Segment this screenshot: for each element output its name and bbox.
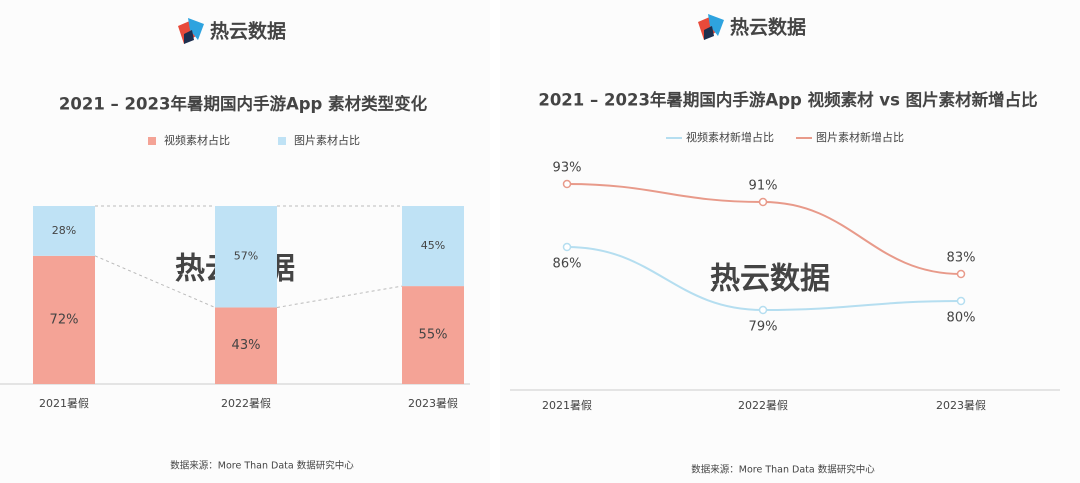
legend-swatch xyxy=(278,137,286,145)
point xyxy=(956,296,966,306)
bar-segment xyxy=(33,255,95,384)
point xyxy=(562,179,572,189)
legend-swatch xyxy=(148,137,156,145)
logo-blue xyxy=(188,18,204,40)
value-label: 45% xyxy=(421,239,445,252)
point xyxy=(956,269,966,279)
point xyxy=(562,242,572,252)
source: 数据来源：More Than Data 数据研究中心 xyxy=(170,460,354,472)
x-tick-label: 2021暑假 xyxy=(39,396,89,410)
value-label: 79% xyxy=(749,320,778,335)
point xyxy=(758,197,768,207)
brand: 热云数据 xyxy=(210,20,286,43)
legend-label: 视频素材新增占比 xyxy=(686,130,774,144)
source: 数据来源：More Than Data 数据研究中心 xyxy=(691,464,875,476)
watermark: 热云数据 xyxy=(710,262,830,297)
value-label: 83% xyxy=(947,251,976,266)
x-tick-label: 2022暑假 xyxy=(738,398,788,412)
legend-label: 视频素材占比 xyxy=(164,133,230,147)
bar-segment xyxy=(33,206,95,256)
logo-dark xyxy=(184,30,194,44)
value-label: 43% xyxy=(232,338,261,353)
legend-label: 图片素材占比 xyxy=(294,133,360,147)
bar-segment xyxy=(215,307,277,384)
value-label: 55% xyxy=(419,328,448,343)
value-label: 80% xyxy=(947,311,976,326)
value-label: 28% xyxy=(52,224,76,237)
right-panel xyxy=(500,0,1080,483)
connector xyxy=(94,255,216,308)
point xyxy=(758,305,768,315)
x-tick-label: 2022暑假 xyxy=(221,396,271,410)
value-label: 57% xyxy=(234,250,258,263)
logo-dark xyxy=(704,26,714,40)
bar-segment xyxy=(402,206,464,287)
brand: 热云数据 xyxy=(730,16,806,39)
legend-label: 图片素材新增占比 xyxy=(816,130,904,144)
x-tick-label: 2021暑假 xyxy=(542,398,592,412)
logo-blue xyxy=(708,14,724,36)
bar-segment xyxy=(215,206,277,308)
value-label: 86% xyxy=(553,257,582,272)
chart-title: 2021 – 2023年暑期国内手游App 素材类型变化 xyxy=(59,94,428,114)
value-label: 91% xyxy=(749,179,778,194)
value-label: 93% xyxy=(553,161,582,176)
x-tick-label: 2023暑假 xyxy=(408,396,458,410)
value-label: 72% xyxy=(50,312,79,327)
x-tick-label: 2023暑假 xyxy=(936,398,986,412)
chart-title: 2021 – 2023年暑期国内手游App 视频素材 vs 图片素材新增占比 xyxy=(538,90,1037,110)
bar-segment xyxy=(402,286,464,384)
